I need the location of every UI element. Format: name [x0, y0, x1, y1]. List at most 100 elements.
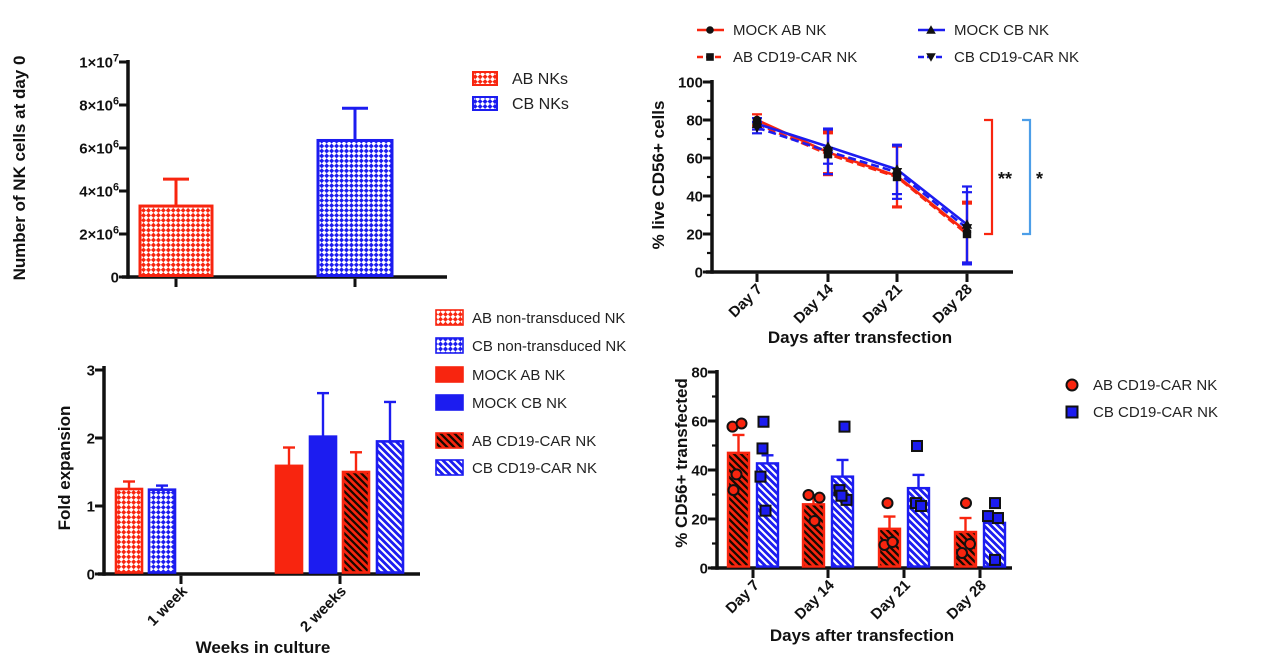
line-mock-cb-nk — [756, 122, 968, 226]
y-tick-label: 0 — [87, 567, 95, 584]
legend-swatch — [472, 96, 498, 111]
legend-label: CB CD19-CAR NK — [1093, 404, 1218, 421]
y-axis-title: Number of NK cells at day 0 — [10, 56, 29, 281]
legend-swatch — [435, 309, 464, 326]
data-point-circle — [735, 417, 748, 430]
marker-triangle-down — [961, 224, 973, 234]
bar-cb-non-transduced-nk — [147, 488, 177, 574]
legend-item-ab-nks: AB NKs — [472, 71, 568, 88]
data-point-square — [989, 497, 1001, 510]
y-tick-label: 40 — [686, 189, 703, 206]
legend-cd56-transfected: AB CD19-CAR NK CB CD19-CAR NK — [1065, 377, 1218, 421]
legend-fold-expansion: AB non-transduced NK CB non-transduced NK… — [435, 309, 626, 477]
legend-swatch — [435, 432, 464, 449]
marker-triangle-up — [926, 25, 936, 34]
legend-label: MOCK CB NK — [954, 22, 1049, 39]
data-point-circle — [886, 536, 899, 549]
data-point-circle — [813, 491, 826, 504]
points-ab-cd19-car-nk — [726, 417, 976, 560]
legend-label: AB non-transduced NK — [472, 310, 625, 327]
data-point-square — [915, 500, 927, 513]
legend-swatch — [435, 459, 464, 476]
data-point-square — [982, 510, 994, 523]
x-axis-title: Weeks in culture — [196, 638, 331, 657]
legend-item-mock-cb-nk: MOCK CB NK — [435, 394, 567, 412]
data-point-circle — [727, 484, 740, 497]
points-cb-cd19-car-nk — [754, 415, 1004, 566]
legend-item-ab-cd19-car-nk: AB CD19-CAR NK — [697, 49, 857, 66]
y-tick-label: 3 — [87, 363, 95, 380]
legend-label: AB CD19-CAR NK — [733, 49, 857, 66]
marker-triangle-down — [822, 147, 834, 157]
legend-item-ab-non-transduced-nk: AB non-transduced NK — [435, 309, 625, 327]
y-tick-label: 0 — [111, 270, 119, 287]
legend-item-ab-cd19-car-nk: AB CD19-CAR NK — [1065, 377, 1217, 394]
legend-item-mock-ab-nk: MOCK AB NK — [697, 22, 826, 39]
y-tick-label: 1×107 — [79, 53, 119, 72]
y-tick-label: 1 — [87, 499, 95, 516]
y-tick-label: 2 — [87, 431, 95, 448]
legend-item-mock-cb-nk: MOCK CB NK — [918, 22, 1049, 39]
marker-circle — [706, 26, 714, 34]
data-point-square — [756, 442, 769, 455]
marker-triangle-down — [891, 168, 903, 178]
panel-nk-cells-day0: 0 2×106 4×106 6×106 8×106 1×107 Number of NK c… — [10, 53, 447, 287]
data-point-circle — [730, 468, 743, 481]
legend-label: MOCK AB NK — [733, 22, 826, 39]
legend-item-ab-cd19-car-nk: AB CD19-CAR NK — [435, 432, 596, 450]
legend-label: MOCK CB NK — [472, 395, 567, 412]
data-point-circle — [881, 497, 894, 510]
bar-cb-cd19-car-nk — [375, 440, 405, 574]
legend-swatch — [472, 71, 498, 86]
marker-triangle-down — [751, 123, 763, 133]
y-tick-label: 0 — [695, 265, 703, 282]
y-tick-label: 2×106 — [79, 225, 119, 244]
legend-item-cb-non-transduced-nk: CB non-transduced NK — [435, 337, 626, 355]
y-tick-label: 100 — [678, 75, 703, 92]
legend-label: AB CD19-CAR NK — [1093, 377, 1217, 394]
y-axis-title: % live CD56+ cells — [649, 101, 668, 250]
y-axis-title: % CD56+ transfected — [672, 378, 691, 548]
data-point-circle — [964, 537, 976, 550]
marker-square — [706, 53, 714, 61]
bar-mock-ab-nk — [274, 464, 304, 574]
legend-label: CB non-transduced NK — [472, 338, 626, 355]
data-point-square — [989, 553, 1001, 566]
line-cb-cd19-car-nk — [756, 126, 968, 230]
data-point-square — [992, 512, 1004, 525]
data-point-square — [838, 420, 851, 433]
legend-label: CB CD19-CAR NK — [954, 49, 1079, 66]
data-point-circle — [802, 488, 815, 501]
data-point-square — [759, 504, 772, 517]
y-tick-label: 20 — [686, 227, 703, 244]
y-axis-title: Fold expansion — [55, 406, 74, 531]
legend-item-mock-ab-nk: MOCK AB NK — [435, 366, 565, 384]
legend-item-cb-cd19-car-nk: CB CD19-CAR NK — [435, 459, 597, 477]
significance-bracket-light_blue — [1022, 118, 1032, 236]
data-point-square — [754, 470, 767, 483]
legend-swatch — [435, 366, 464, 383]
legend-nk-day0: AB NKs CB NKs — [472, 71, 569, 113]
data-point-square — [835, 489, 848, 502]
bar-ab-non-transduced-nk — [114, 487, 144, 574]
y-tick-label: 80 — [686, 113, 703, 130]
bar-ab-cd19-car-nk — [341, 470, 371, 574]
legend-item-cb-cd19-car-nk: CB CD19-CAR NK — [918, 49, 1079, 66]
y-tick-label: 60 — [691, 414, 708, 431]
y-tick-label: 40 — [691, 463, 708, 480]
legend-swatch — [435, 394, 464, 411]
x-axis-title: Days after transfection — [770, 626, 954, 645]
x-axis-title: Days after transfection — [768, 328, 952, 347]
legend-item-cb-cd19-car-nk: CB CD19-CAR NK — [1065, 404, 1218, 421]
significance-label: ** — [998, 169, 1012, 189]
legend-swatch — [435, 337, 464, 354]
data-point-circle — [960, 497, 972, 510]
data-point-square — [757, 415, 770, 428]
significance-label: * — [1036, 169, 1043, 189]
legend-label: CB CD19-CAR NK — [472, 460, 597, 477]
data-point-circle — [808, 514, 821, 527]
y-tick-label: 8×106 — [79, 96, 119, 115]
